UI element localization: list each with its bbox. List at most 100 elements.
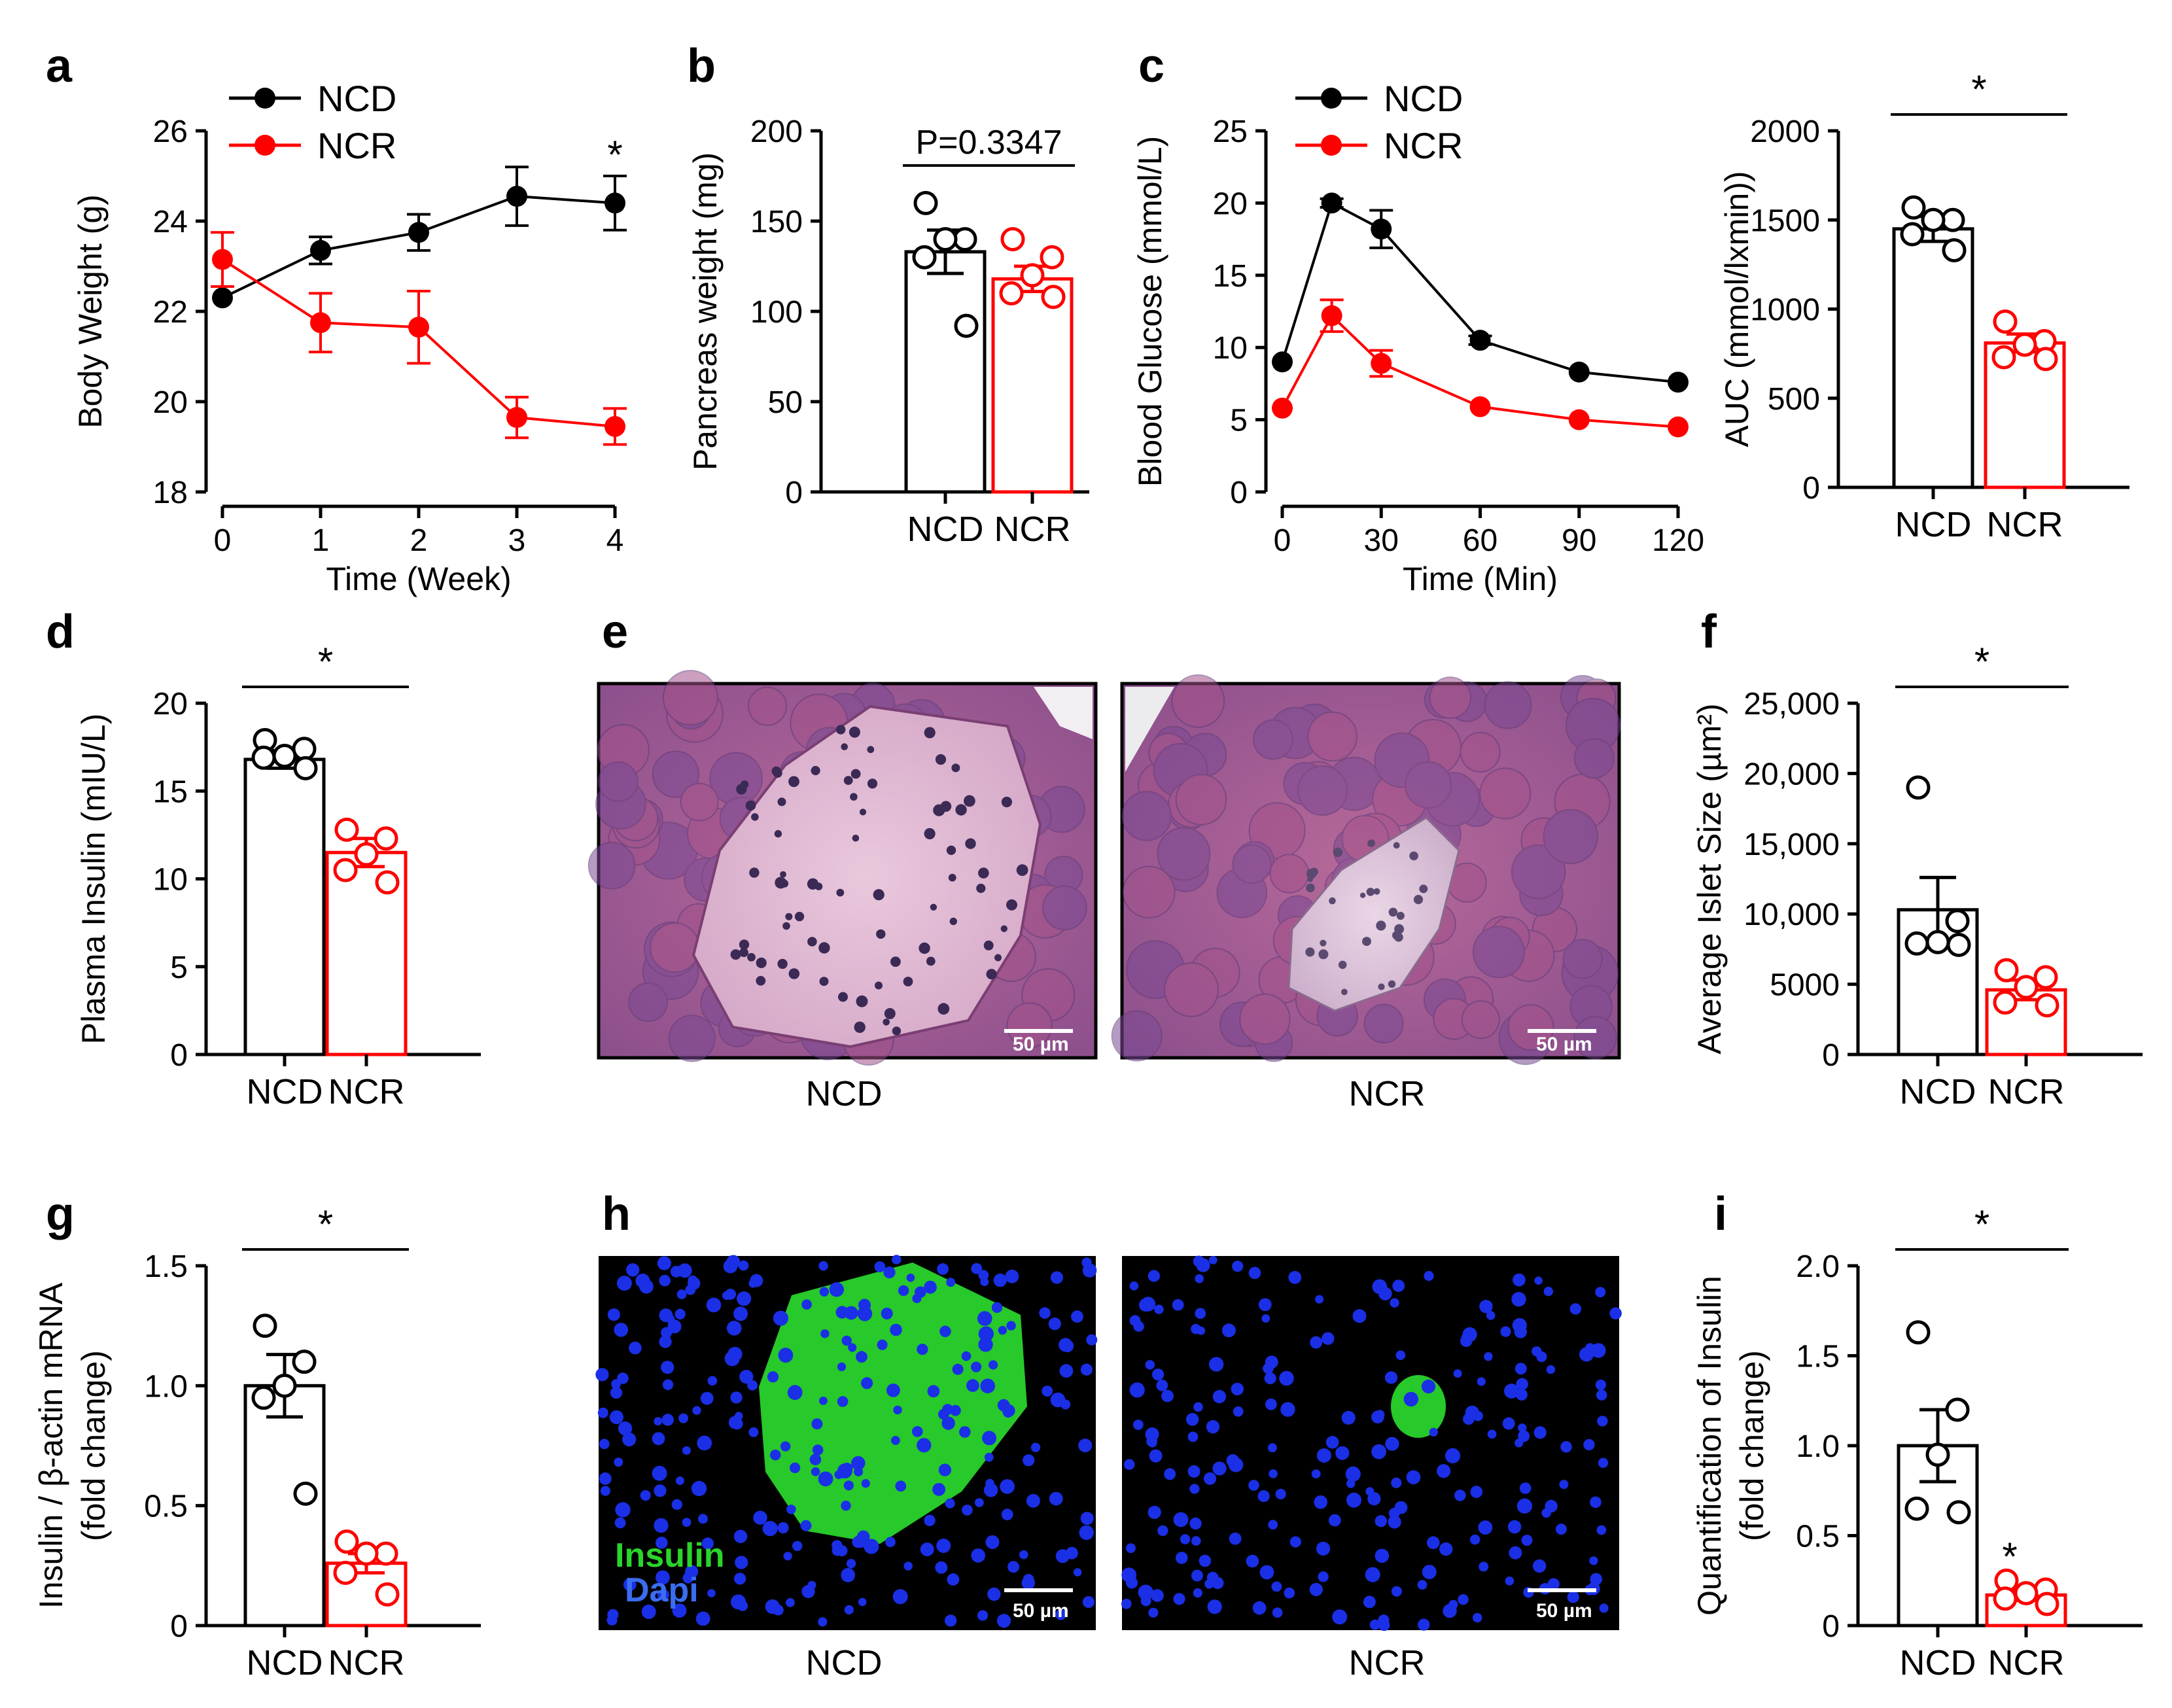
islet-nucleus bbox=[756, 975, 766, 986]
dapi-nucleus bbox=[1080, 1363, 1093, 1376]
dapi-nucleus bbox=[1375, 1548, 1390, 1563]
dapi-nucleus bbox=[682, 1518, 692, 1527]
dapi-nucleus bbox=[657, 1589, 669, 1601]
dapi-nucleus bbox=[639, 1280, 654, 1294]
dapi-nucleus bbox=[1589, 1556, 1598, 1565]
y-tick-label-d: 20 bbox=[153, 687, 188, 722]
dapi-nucleus bbox=[735, 1556, 748, 1569]
dapi-nucleus bbox=[748, 1427, 759, 1437]
dapi-nucleus bbox=[1156, 1380, 1168, 1391]
dapi-nucleus bbox=[1533, 1426, 1547, 1439]
dapi-nucleus bbox=[1596, 1389, 1607, 1401]
panel-label-c: c bbox=[1138, 40, 1165, 92]
dapi-nucleus bbox=[1121, 1567, 1137, 1583]
scale-bar-e-ncd: 50 µm bbox=[1013, 1034, 1069, 1055]
dapi-nucleus bbox=[1258, 1298, 1272, 1312]
islet-nucleus bbox=[1306, 883, 1315, 893]
significance-star-f: * bbox=[1974, 640, 1989, 684]
dapi-nucleus bbox=[780, 1441, 791, 1452]
dapi-nucleus bbox=[1280, 1402, 1295, 1417]
dapi-nucleus bbox=[676, 1289, 687, 1299]
islet-nucleus bbox=[1366, 888, 1375, 896]
dapi-nucleus bbox=[675, 1476, 684, 1485]
dapi-nucleus bbox=[1129, 1382, 1145, 1398]
dapi-nucleus bbox=[883, 1266, 896, 1279]
islet-nucleus bbox=[978, 867, 989, 879]
dapi-nucleus bbox=[1086, 1334, 1098, 1346]
dapi-nucleus bbox=[1195, 1274, 1204, 1283]
bar-d-ncd bbox=[243, 758, 326, 1056]
islet-nucleus bbox=[1310, 867, 1318, 876]
panel-label-e: e bbox=[602, 606, 628, 658]
islet-nucleus bbox=[1409, 851, 1418, 861]
dapi-nucleus bbox=[626, 1263, 640, 1277]
dapi-nucleus bbox=[1454, 1490, 1466, 1501]
dapi-nucleus bbox=[1335, 1446, 1350, 1460]
dapi-nucleus bbox=[1311, 1469, 1321, 1479]
dapi-nucleus bbox=[641, 1604, 656, 1619]
dapi-nucleus bbox=[982, 1431, 997, 1446]
islet-nucleus bbox=[788, 968, 800, 979]
islet-nucleus bbox=[940, 801, 952, 812]
dapi-nucleus bbox=[932, 1483, 945, 1496]
dapi-nucleus bbox=[1515, 1363, 1527, 1375]
dapi-nucleus bbox=[937, 1263, 949, 1275]
dapi-nucleus bbox=[971, 1361, 982, 1372]
dapi-nucleus bbox=[1002, 1615, 1011, 1624]
dapi-nucleus bbox=[962, 1505, 973, 1516]
dapi-nucleus bbox=[671, 1499, 683, 1510]
bar-b-ncd bbox=[904, 250, 987, 494]
dapi-nucleus bbox=[1191, 1536, 1201, 1546]
dapi-nucleus bbox=[917, 1344, 928, 1355]
dapi-nucleus bbox=[1445, 1448, 1461, 1463]
data-point-c-auc-ncr bbox=[2012, 332, 2037, 357]
dapi-nucleus bbox=[846, 1559, 856, 1569]
dapi-nucleus bbox=[599, 1472, 612, 1485]
dapi-nucleus bbox=[1195, 1308, 1206, 1319]
dapi-nucleus bbox=[753, 1510, 767, 1525]
dapi-nucleus bbox=[1599, 1603, 1609, 1613]
islet-nucleus bbox=[983, 940, 994, 950]
islet-nucleus bbox=[1393, 842, 1400, 849]
dapi-nucleus bbox=[844, 1605, 854, 1614]
dapi-nucleus bbox=[1424, 1270, 1434, 1281]
data-point-d-ncr bbox=[333, 858, 358, 882]
dapi-nucleus bbox=[1406, 1470, 1421, 1485]
acinar-cell bbox=[1239, 993, 1291, 1045]
p-value-b: P=0.3347 bbox=[915, 124, 1062, 162]
data-point-g-ncr bbox=[333, 1560, 358, 1585]
dapi-nucleus bbox=[765, 1599, 780, 1614]
dapi-nucleus bbox=[890, 1323, 902, 1336]
dapi-nucleus bbox=[1385, 1437, 1399, 1451]
dapi-nucleus bbox=[1265, 1398, 1277, 1410]
legend-label-a-ncd: NCD bbox=[317, 78, 396, 119]
dapi-nucleus bbox=[1265, 1355, 1278, 1369]
dapi-nucleus bbox=[843, 1480, 854, 1491]
dapi-nucleus bbox=[1567, 1591, 1579, 1603]
dapi-nucleus bbox=[1365, 1567, 1380, 1582]
x-category-f-ncr: NCR bbox=[1988, 1072, 2065, 1111]
data-point-c-ncd bbox=[1568, 361, 1590, 383]
data-point-c-auc-ncd bbox=[1921, 207, 1946, 232]
scale-bar-h-ncd: 50 µm bbox=[1013, 1600, 1069, 1622]
dapi-nucleus bbox=[1172, 1298, 1184, 1311]
dapi-nucleus bbox=[654, 1484, 667, 1497]
dapi-nucleus bbox=[1268, 1520, 1278, 1530]
acinar-cell bbox=[1507, 1004, 1554, 1051]
data-point-c-auc-ncd bbox=[1901, 195, 1926, 220]
dapi-nucleus bbox=[1006, 1321, 1016, 1331]
y-tick-label-b: 100 bbox=[750, 295, 803, 330]
dapi-nucleus bbox=[1149, 1449, 1163, 1463]
y-tick-label-a: 20 bbox=[153, 385, 188, 420]
dapi-nucleus bbox=[654, 1417, 663, 1426]
islet-nucleus bbox=[1396, 911, 1405, 920]
data-point-d-ncd bbox=[272, 744, 297, 769]
data-point-d-ncr bbox=[375, 870, 400, 895]
islet-nucleus bbox=[883, 1019, 890, 1026]
dapi-nucleus bbox=[818, 1471, 833, 1487]
y-tick-label-g: 0 bbox=[170, 1609, 188, 1644]
data-point-c-ncr bbox=[1668, 416, 1689, 438]
dapi-nucleus bbox=[1590, 1343, 1606, 1358]
panel-label-d: d bbox=[46, 606, 75, 658]
islet-nucleus bbox=[946, 845, 956, 856]
